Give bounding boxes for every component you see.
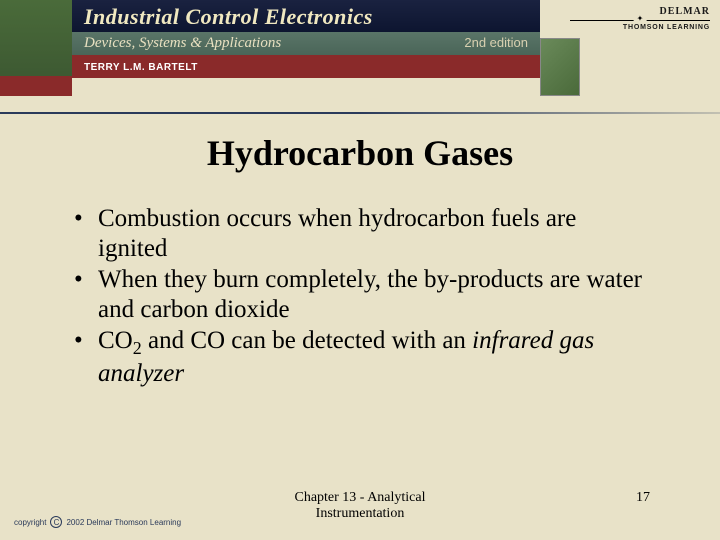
slide-content: Hydrocarbon Gases Combustion occurs when… <box>0 96 720 389</box>
publisher-block: DELMAR THOMSON LEARNING <box>540 0 720 96</box>
publisher-divider <box>570 20 710 21</box>
book-subtitle: Devices, Systems & Applications <box>84 35 281 52</box>
bullet-list: Combustion occurs when hydrocarbon fuels… <box>60 204 660 389</box>
book-subtitle-bar: Devices, Systems & Applications 2nd edit… <box>72 32 540 55</box>
book-title-bar: Industrial Control Electronics <box>72 0 540 32</box>
slide-title: Hydrocarbon Gases <box>60 132 660 174</box>
publisher-name: DELMAR <box>660 6 710 17</box>
copyright-text: 2002 Delmar Thomson Learning <box>66 518 181 527</box>
header-rule <box>0 112 720 114</box>
book-title: Industrial Control Electronics <box>84 4 373 29</box>
copyright-symbol: C <box>50 516 62 528</box>
author-bar: TERRY L.M. BARTELT <box>72 55 540 78</box>
header-thumbnail <box>0 0 72 96</box>
bullet-item: CO2 and CO can be detected with an infra… <box>70 326 650 389</box>
bullet-item: Combustion occurs when hydrocarbon fuels… <box>70 204 650 263</box>
author-name: TERRY L.M. BARTELT <box>84 62 198 73</box>
slide-footer: copyright C 2002 Delmar Thomson Learning… <box>0 490 720 530</box>
slide-header: Industrial Control Electronics Devices, … <box>0 0 720 96</box>
bullet-item: When they burn completely, the by-produc… <box>70 265 650 324</box>
cover-thumbnail <box>540 38 580 96</box>
page-number: 17 <box>636 490 650 506</box>
copyright-prefix: copyright <box>14 518 46 527</box>
header-main: Industrial Control Electronics Devices, … <box>72 0 540 96</box>
book-edition: 2nd edition <box>464 35 528 50</box>
copyright: copyright C 2002 Delmar Thomson Learning <box>14 516 181 528</box>
chapter-line1: Chapter 13 - Analytical <box>294 490 425 506</box>
chapter-label: Chapter 13 - Analytical Instrumentation <box>294 490 425 522</box>
publisher-sub: THOMSON LEARNING <box>623 24 710 31</box>
chapter-line2: Instrumentation <box>294 506 425 522</box>
